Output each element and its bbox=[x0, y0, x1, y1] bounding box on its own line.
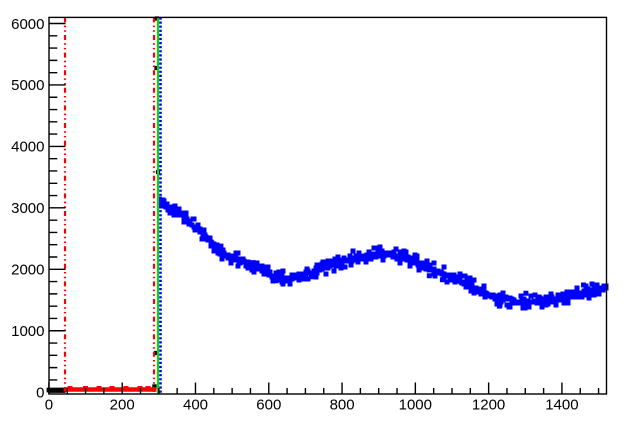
svg-text:0: 0 bbox=[45, 397, 53, 414]
svg-text:1000: 1000 bbox=[11, 323, 44, 340]
svg-text:600: 600 bbox=[256, 397, 281, 414]
svg-text:1200: 1200 bbox=[472, 397, 505, 414]
svg-text:3000: 3000 bbox=[11, 200, 44, 217]
svg-text:6000: 6000 bbox=[11, 16, 44, 33]
svg-text:1000: 1000 bbox=[399, 397, 432, 414]
svg-text:0: 0 bbox=[36, 384, 44, 401]
svg-text:800: 800 bbox=[330, 397, 355, 414]
svg-text:400: 400 bbox=[183, 397, 208, 414]
svg-text:1400: 1400 bbox=[545, 397, 578, 414]
svg-text:200: 200 bbox=[110, 397, 135, 414]
svg-text:2000: 2000 bbox=[11, 262, 44, 279]
svg-text:4000: 4000 bbox=[11, 139, 44, 156]
svg-text:5000: 5000 bbox=[11, 77, 44, 94]
